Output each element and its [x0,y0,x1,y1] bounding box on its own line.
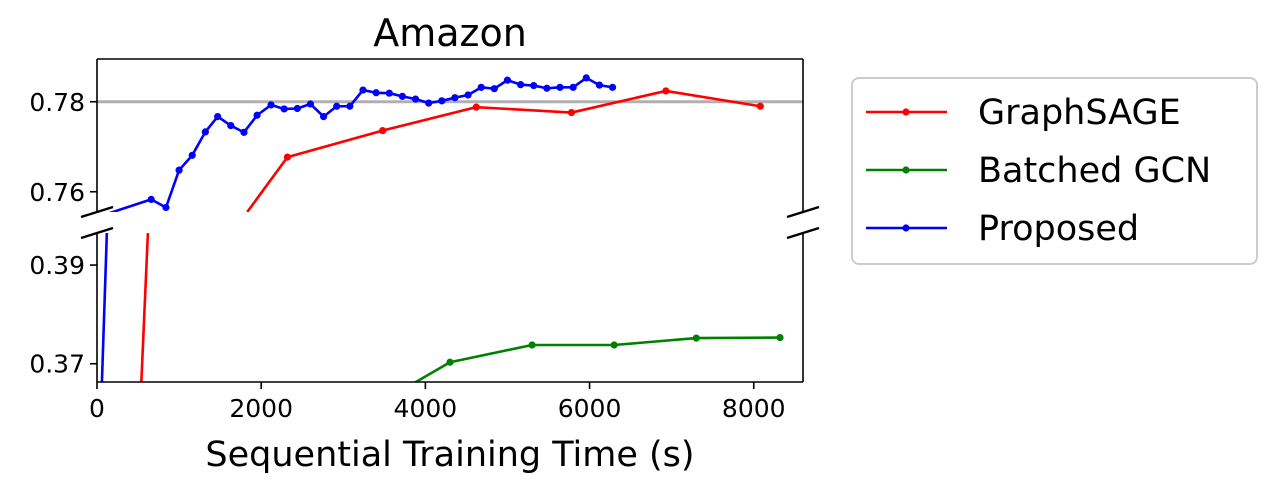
x-tick-label-4: 8000 [722,394,786,423]
graphsage-rise-lower [140,233,150,382]
lower-y-tick-label-0: 0.37 [29,350,85,379]
proposed-point-18 [385,89,393,97]
proposed-point-31 [556,83,564,91]
legend-frame [851,77,1258,265]
proposed-point-14 [333,102,341,110]
legend-marker-graphsage [902,108,910,116]
proposed-point-24 [464,91,472,99]
graphsage-point-0 [283,153,292,161]
x-axis-label: Sequential Training Time (s) [205,435,694,475]
batched-gcn-point-3 [692,334,700,342]
proposed-rise-lower [100,233,109,382]
proposed-point-29 [530,81,538,90]
legend-marker-batched-gcn [902,166,910,174]
proposed-point-25 [477,83,485,91]
legend-marker-proposed [902,224,910,232]
graphsage-point-1 [379,126,387,135]
proposed-point-21 [425,99,433,107]
x-tick-label-0: 0 [89,394,105,423]
lower-y-tick-label-1: 0.39 [29,251,85,280]
proposed-point-0 [147,195,155,203]
legend-label-batched-gcn: Batched GCN [978,151,1211,191]
proposed-point-28 [517,81,525,89]
proposed-point-20 [411,95,420,103]
axis-break-mark-2 [80,226,114,240]
proposed-point-6 [227,122,235,130]
graphsage-point-4 [662,87,670,95]
upper-y-tick-label-0: 0.76 [29,178,85,207]
legend-label-proposed: Proposed [978,209,1139,249]
batched-gcn-point-1 [528,341,536,349]
axis-break-mark-0 [80,205,114,219]
proposed-point-27 [503,76,512,84]
proposed-point-32 [569,83,577,91]
proposed-point-5 [214,113,222,121]
x-tick-label-1: 2000 [229,394,293,423]
proposed-point-23 [451,94,459,102]
proposed-point-15 [346,102,354,110]
proposed-point-12 [306,100,315,108]
proposed-point-4 [201,128,209,136]
proposed-point-9 [267,101,275,109]
batched-gcn-point-2 [610,341,618,349]
proposed-rise-upper [108,198,152,212]
batched-gcn-point-0 [446,358,454,366]
proposed-point-2 [175,166,183,174]
proposed-point-11 [293,104,301,113]
lower-series [100,233,784,382]
proposed-point-3 [188,151,196,159]
series-layer [100,74,784,382]
axis-break-mark-3 [786,226,820,240]
proposed-point-35 [608,83,617,91]
batched-gcn-point-4 [776,333,784,342]
axis-break-mark-1 [786,205,820,219]
proposed-line [150,76,613,209]
proposed-point-34 [595,81,604,89]
graphsage-point-5 [756,102,764,110]
upper-y-tick-label-1: 0.78 [29,88,85,117]
proposed-point-13 [319,113,328,121]
proposed-point-19 [398,92,406,100]
proposed-point-30 [543,84,551,92]
batched-gcn-rise [413,361,451,382]
proposed-point-26 [490,85,498,93]
proposed-point-33 [582,74,590,82]
legend: GraphSAGE Batched GCN Proposed [851,77,1258,265]
proposed-point-1 [162,203,170,212]
x-tick-label-3: 6000 [558,394,622,423]
graphsage-point-2 [472,103,480,111]
batched-gcn-line [449,336,781,364]
proposed-point-17 [372,89,380,97]
x-tick-label-2: 4000 [394,394,458,423]
graphsage-line [287,89,761,159]
upper-series [108,74,764,212]
proposed-point-22 [438,97,446,105]
proposed-point-16 [359,86,367,94]
proposed-point-10 [280,105,288,113]
proposed-point-7 [240,128,248,136]
graphsage-rise-upper [246,156,289,212]
axis-layer: 0.76 0.78 0.37 0.39 0 2000 4000 6000 8000 [29,58,820,423]
graphsage-point-3 [567,108,576,117]
proposed-point-8 [253,111,261,119]
chart-title: Amazon [373,11,527,55]
legend-label-graphsage: GraphSAGE [978,93,1181,133]
